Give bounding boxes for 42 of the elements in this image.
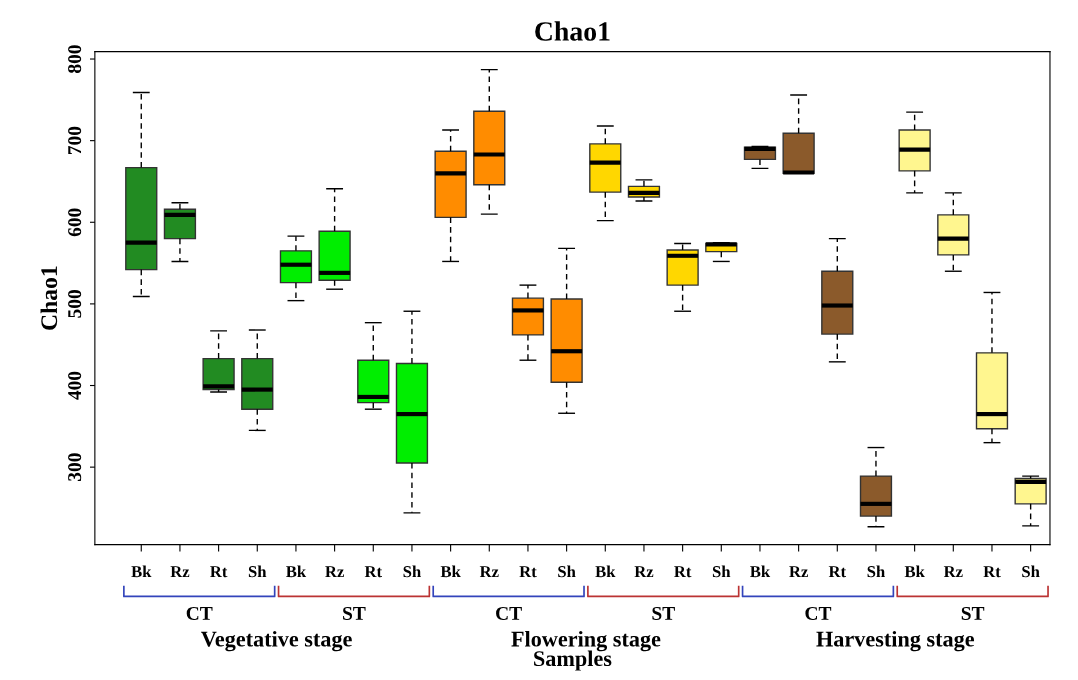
text: ST [961, 606, 985, 620]
y-tick-label: 400 [68, 371, 82, 400]
x-tick-label: Rz [789, 566, 808, 578]
x-tick-label: Sh [1022, 565, 1040, 578]
y-tick-label: 500 [68, 290, 82, 318]
x-tick-label: Bk [286, 565, 307, 578]
x-tick-label: Sh [248, 565, 267, 578]
y-tick-label: 600 [68, 208, 82, 237]
y-tick-label: 300 [68, 453, 82, 481]
text: CT [496, 606, 522, 620]
text: ST [652, 606, 675, 620]
x-tick-label: Rz [634, 566, 654, 578]
x-tick-label: Rz [943, 566, 963, 578]
x-tick-label: Rt [983, 566, 1001, 578]
x-tick-label: Rt [210, 566, 228, 578]
text: Harvesting stage [816, 630, 975, 652]
x-tick-label: Rz [170, 566, 190, 578]
chart-title: Chao1 [535, 21, 610, 41]
x-tick-label: Rt [519, 566, 537, 578]
y-tick-label: 700 [68, 126, 82, 155]
x-tick-label: Bk [595, 565, 616, 578]
x-tick-label: Rt [364, 566, 382, 578]
text: Flowering stage [511, 630, 661, 652]
x-tick-label: Rz [325, 566, 344, 578]
x-tick-label: Sh [558, 565, 576, 578]
text: ST [343, 606, 366, 620]
x-tick-label: Bk [131, 565, 152, 578]
x-tick-label: Sh [403, 565, 421, 578]
y-axis-title: Chao1 [40, 266, 58, 330]
x-tick-label: Rz [479, 566, 499, 578]
text: Vegetative stage [201, 630, 352, 652]
x-tick-label: Bk [904, 565, 925, 578]
x-tick-label: Bk [440, 565, 461, 578]
x-tick-label: Bk [750, 565, 771, 578]
text: CT [186, 606, 213, 620]
x-tick-label: Rt [674, 566, 692, 578]
x-tick-label: Sh [712, 565, 731, 578]
x-tick-label: Sh [867, 565, 885, 578]
text: CT [805, 606, 832, 620]
y-tick-label: 800 [68, 45, 82, 73]
x-axis-title: Samples [534, 650, 612, 671]
x-tick-label: Rt [828, 566, 847, 578]
